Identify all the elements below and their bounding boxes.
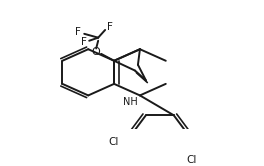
Text: Cl: Cl [186, 155, 197, 165]
Text: Cl: Cl [109, 137, 119, 147]
Text: F: F [75, 27, 81, 37]
Text: NH: NH [122, 97, 137, 107]
Text: O: O [92, 46, 101, 57]
Text: F: F [81, 37, 87, 47]
Text: F: F [107, 22, 113, 32]
